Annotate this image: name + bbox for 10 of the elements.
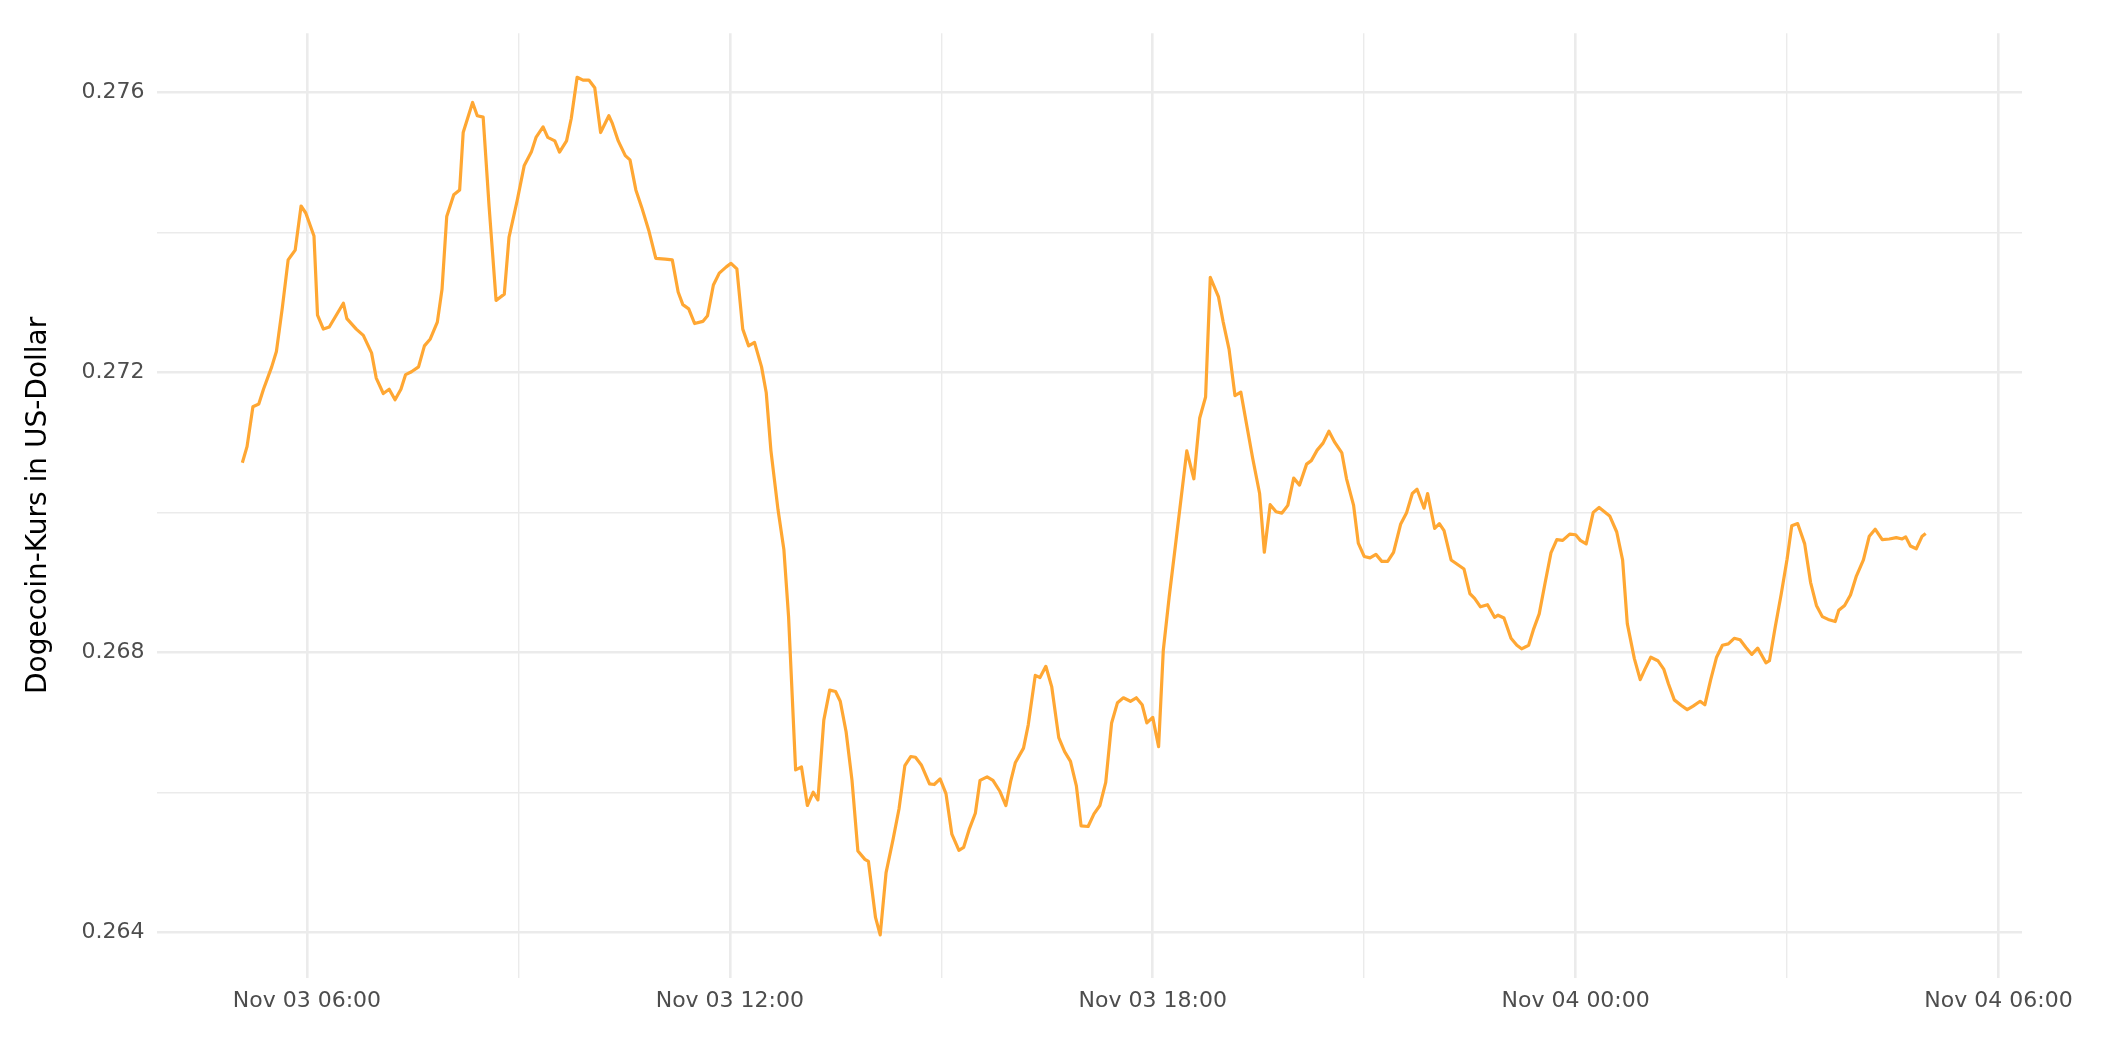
y-tick-label: 0.276 <box>81 78 145 104</box>
x-tick-label: Nov 04 06:00 <box>1924 986 2073 1012</box>
x-tick-label: Nov 03 12:00 <box>655 986 804 1012</box>
y-tick-label: 0.268 <box>81 638 145 664</box>
y-axis-title: Dogecoin-Kurs in US-Dollar <box>20 316 54 695</box>
x-tick-label: Nov 04 00:00 <box>1501 986 1650 1012</box>
x-tick-label: Nov 03 06:00 <box>232 986 382 1012</box>
y-tick-label: 0.264 <box>81 917 145 943</box>
x-tick-label: Nov 03 18:00 <box>1078 986 1227 1012</box>
y-tick-label: 0.272 <box>81 358 145 384</box>
